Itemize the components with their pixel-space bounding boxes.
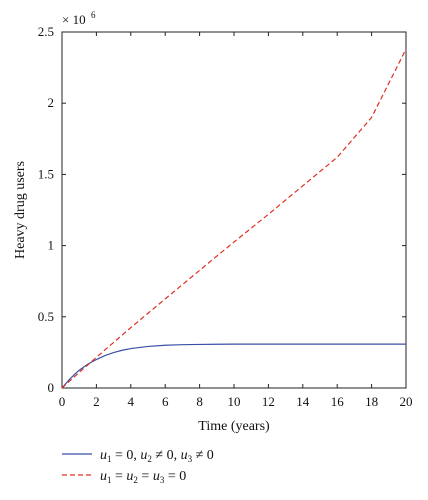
x-tick-label: 10 [228, 394, 241, 409]
x-tick-label: 4 [128, 394, 135, 409]
legend-label-1: u1 = 0, u2 ≠ 0, u3 ≠ 0 [100, 448, 214, 464]
tick-labels: 0 2 4 6 8 10 12 14 16 18 20 0 0.5 1 1.5 2 2.5 [38, 24, 413, 409]
axis-ticks [61, 31, 407, 389]
y-tick-label: 0.5 [38, 309, 54, 324]
x-tick-label: 16 [331, 394, 345, 409]
y-multiplier-label: × 10 [62, 12, 86, 27]
legend: u1 = 0, u2 ≠ 0, u3 ≠ 0 u1 = u2 = u3 = 0 [62, 448, 214, 485]
x-tick-label: 0 [59, 394, 66, 409]
x-tick-label: 20 [400, 394, 413, 409]
x-tick-label: 12 [262, 394, 275, 409]
y-tick-label: 1 [48, 238, 55, 253]
series-line-1 [61, 343, 406, 389]
x-tick-label: 2 [93, 394, 100, 409]
x-tick-label: 18 [365, 394, 378, 409]
series-line-2 [61, 48, 407, 389]
plot-frame [61, 31, 407, 389]
legend-label-2: u1 = u2 = u3 = 0 [100, 469, 186, 485]
x-tick-label: 6 [162, 394, 169, 409]
x-tick-label: 8 [196, 394, 203, 409]
x-tick-label: 14 [296, 394, 310, 409]
y-multiplier-exponent: 6 [91, 10, 96, 20]
y-tick-label: 0 [48, 380, 55, 395]
y-multiplier: × 10 6 [62, 10, 96, 27]
y-tick-label: 2.5 [38, 24, 54, 39]
y-axis-label: Heavy drug users [13, 161, 28, 259]
y-tick-label: 1.5 [38, 166, 54, 181]
y-tick-label: 2 [48, 95, 55, 110]
x-axis-label: Time (years) [198, 419, 270, 434]
series-layer [61, 48, 407, 389]
